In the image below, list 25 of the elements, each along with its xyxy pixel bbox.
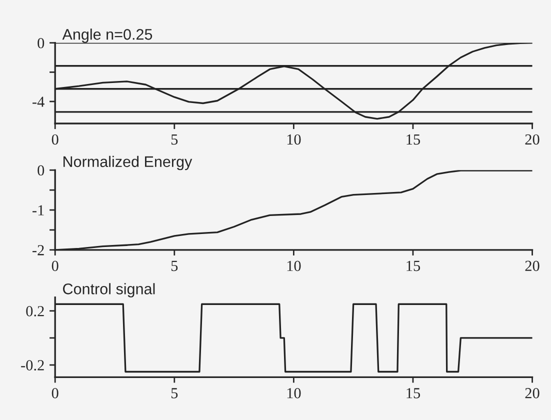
chart-title: Normalized Energy <box>64 156 192 170</box>
y-tick-label: -2 <box>32 245 44 256</box>
x-tick-label: 20 <box>525 134 540 145</box>
x-tick-label: 5 <box>171 134 178 145</box>
x-tick-label: 0 <box>52 134 58 145</box>
x-tick-label: 20 <box>525 388 540 398</box>
y-tick-label: -4 <box>32 96 44 107</box>
x-tick-label: 10 <box>287 388 301 398</box>
y-tick-label: -1 <box>32 205 44 216</box>
y-tick-label: 0 <box>38 38 44 48</box>
chart-title: Control signal <box>63 283 155 298</box>
x-tick-label: 15 <box>406 260 420 272</box>
x-tick-label: 10 <box>287 260 301 272</box>
x-tick-label: 5 <box>171 388 178 398</box>
chart-title: Angle n=0.25 <box>62 28 152 43</box>
x-tick-label: 5 <box>171 260 178 272</box>
x-tick-label: 15 <box>406 134 420 145</box>
y-tick-label: -0.2 <box>21 360 44 371</box>
y-tick-label: 0 <box>38 165 44 176</box>
x-tick-label: 0 <box>52 388 58 398</box>
x-tick-label: 0 <box>52 260 58 272</box>
x-tick-label: 15 <box>406 388 420 398</box>
x-tick-label: 10 <box>287 134 301 145</box>
y-tick-label: 0.2 <box>26 306 44 316</box>
x-tick-label: 20 <box>525 260 540 272</box>
